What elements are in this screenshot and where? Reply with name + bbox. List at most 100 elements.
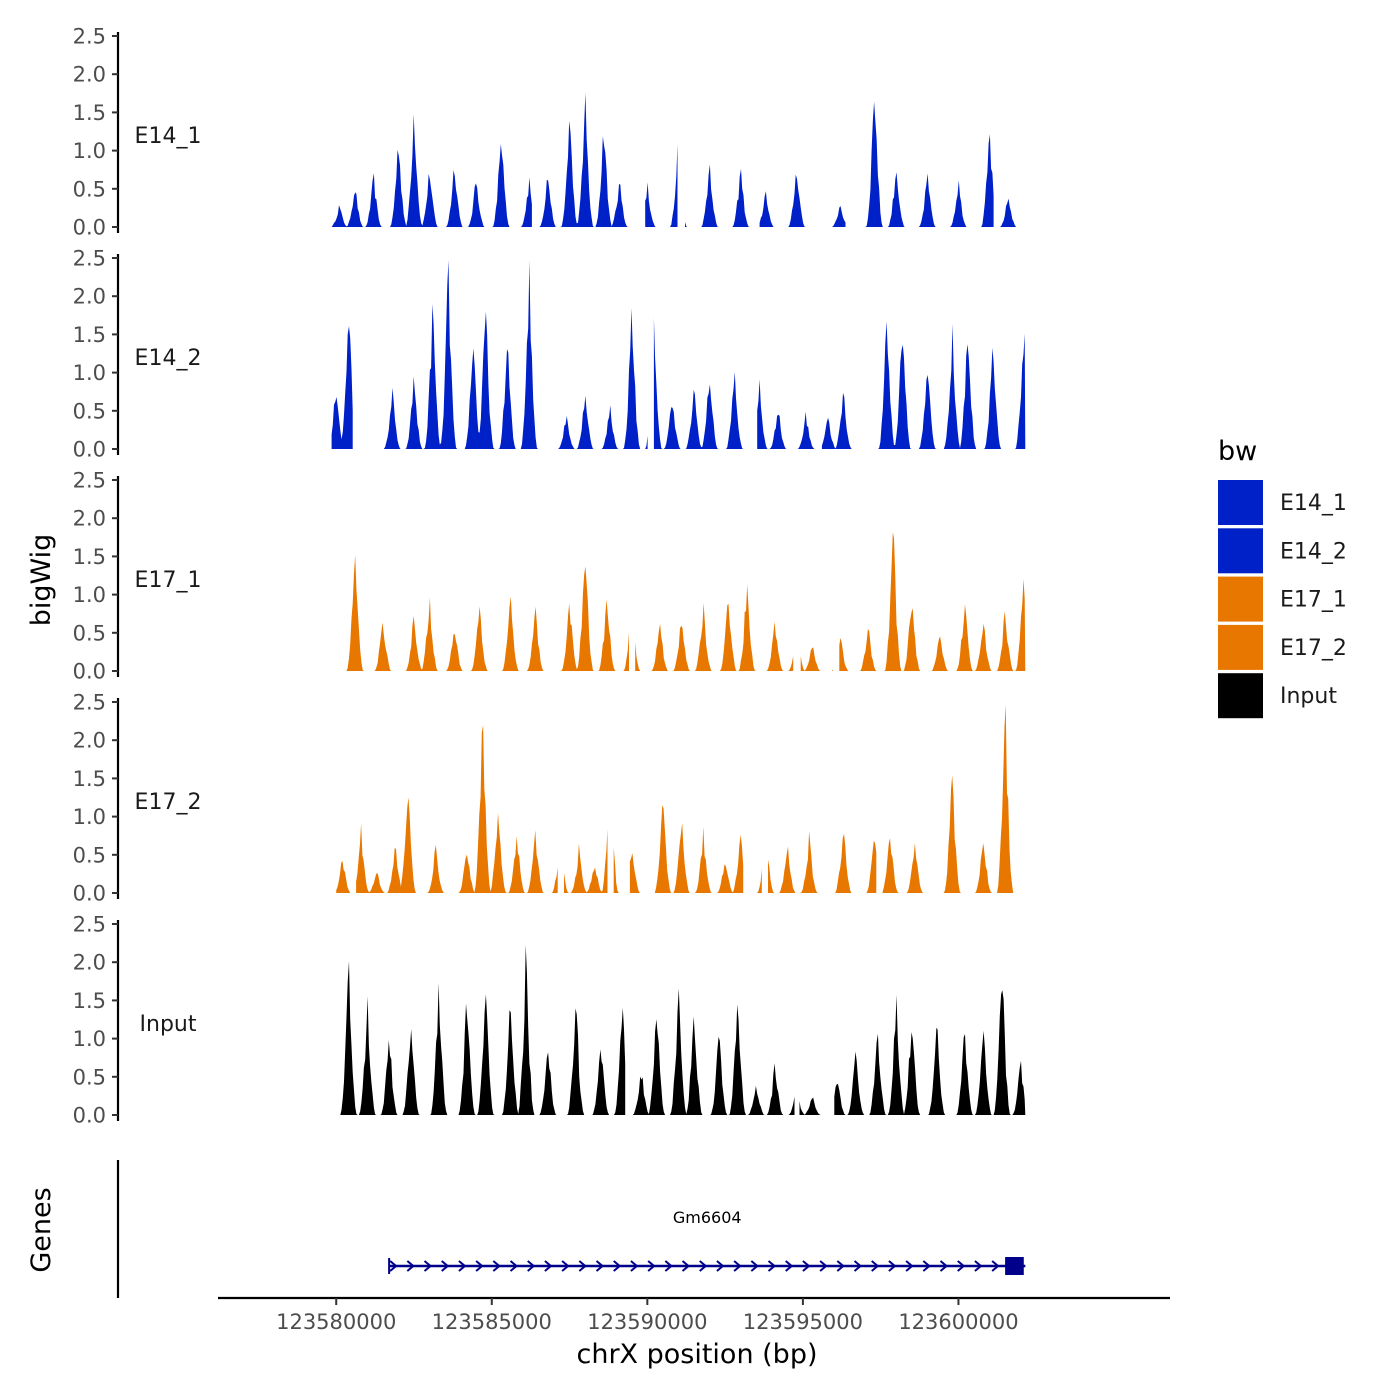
gene-strand-arrow: [664, 1260, 673, 1272]
legend-swatch: [1218, 576, 1263, 622]
track-label-e14-1: E14_1: [135, 124, 202, 149]
genes-panel: Gm6604: [116, 1160, 1026, 1298]
legend-swatch: [1218, 624, 1263, 670]
gene-strand-arrow: [819, 1260, 828, 1272]
gene-strand-arrow: [767, 1260, 777, 1272]
legend-item-e14-1: E14_1: [1218, 480, 1347, 525]
y-tick-label: 0.5: [73, 399, 106, 423]
track-e17-2: 0.0 0.5 1.0 1.5 2.0 2.5 E17_2: [73, 691, 1016, 906]
legend-label: E14_2: [1280, 539, 1347, 564]
legend-title: bw: [1218, 436, 1257, 467]
gene-strand-arrow: [836, 1260, 845, 1272]
y-tick-label: 1.5: [73, 989, 106, 1013]
gene-strand-arrow: [389, 1260, 398, 1272]
x-tick-label: 123600000: [898, 1310, 1018, 1334]
y-tick-label: 1.0: [73, 139, 106, 163]
track-e17-1: 0.0 0.5 1.0 1.5 2.0 2.5 E17_1: [73, 469, 1026, 684]
legend-item-e17-1: E17_1: [1218, 576, 1347, 622]
gene-strand-arrow: [785, 1260, 794, 1272]
track-label-e17-1: E17_1: [135, 568, 202, 593]
legend-label: E14_1: [1280, 491, 1347, 516]
y-tick-label: 1.0: [73, 805, 106, 829]
gene-strand-arrow: [750, 1260, 759, 1272]
x-axis: 123580000 123585000 123590000 123595000 1236…: [218, 1296, 1170, 1334]
legend-item-e14-2: E14_2: [1218, 528, 1347, 574]
track-label-input: Input: [140, 1012, 197, 1037]
y-tick-label: 0.5: [73, 1065, 106, 1089]
gene-strand-arrow: [647, 1260, 656, 1272]
coverage-area-e17-1: [331, 532, 1026, 671]
gene-strand-arrow: [716, 1260, 725, 1272]
gene-strand-arrow: [458, 1260, 467, 1272]
x-axis-title: chrX position (bp): [576, 1339, 817, 1370]
y-tick-label: 2.5: [73, 25, 106, 49]
y-tick-label: 1.0: [73, 583, 106, 607]
y-tick-label: 0.0: [73, 438, 106, 462]
gene-strand-arrow: [406, 1260, 415, 1272]
y-tick-label: 0.0: [73, 216, 106, 240]
gene-strand-arrow: [544, 1260, 553, 1272]
x-tick-label: 123585000: [432, 1310, 552, 1334]
gene-strand-arrow: [613, 1260, 622, 1272]
legend: bw E14_1 E14_2 E17_1 E17_2 Input: [1218, 436, 1347, 719]
legend-label: E17_2: [1280, 636, 1347, 661]
gene-strand-arrow: [492, 1260, 501, 1272]
gene-strand-arrow: [595, 1260, 605, 1272]
gene-exon: [1005, 1257, 1024, 1275]
genes-axis-title: Genes: [26, 1187, 57, 1272]
y-tick-label: 2.5: [73, 913, 106, 937]
x-tick-label: 123590000: [587, 1310, 707, 1334]
track-e14-1: 0.0 0.5 1.0 1.5 2.0 2.5 E14_1: [73, 25, 1017, 240]
gene-strand-arrow: [527, 1260, 536, 1272]
y-tick-label: 2.5: [73, 247, 106, 271]
y-tick-label: 0.0: [73, 882, 106, 906]
y-tick-label: 2.5: [73, 691, 106, 715]
gene-strand-arrow: [939, 1260, 949, 1272]
legend-label: Input: [1280, 684, 1337, 709]
y-tick-label: 0.0: [73, 1104, 106, 1128]
legend-item-input: Input: [1218, 673, 1337, 719]
y-tick-label: 2.0: [73, 285, 106, 309]
coverage-area-e14-1: [331, 92, 1017, 227]
gene-strand-arrow: [733, 1260, 742, 1272]
gene-strand-arrow: [561, 1260, 570, 1272]
y-axis-title: bigWig: [26, 534, 57, 627]
y-tick-label: 2.0: [73, 951, 106, 975]
gene-strand-arrow: [888, 1260, 897, 1272]
gene-strand-arrow: [957, 1260, 966, 1272]
track-input: 0.0 0.5 1.0 1.5 2.0 2.5 Input: [73, 913, 1026, 1128]
y-tick-label: 1.5: [73, 323, 106, 347]
y-tick-label: 0.5: [73, 177, 106, 201]
y-tick-label: 0.0: [73, 660, 106, 684]
y-tick-label: 1.0: [73, 1027, 106, 1051]
tracks-area: 0.0 0.5 1.0 1.5 2.0 2.5 E14_1 0.0 0.5 1.0 1.5 2.0 2.…: [73, 25, 1026, 1128]
y-tick-label: 2.5: [73, 469, 106, 493]
legend-label: E17_1: [1280, 588, 1347, 613]
gene-strand-arrow: [871, 1260, 880, 1272]
gene-strand-arrow: [699, 1260, 708, 1272]
track-label-e14-2: E14_2: [135, 346, 202, 371]
gene-label: Gm6604: [673, 1208, 742, 1227]
y-tick-label: 0.5: [73, 843, 106, 867]
legend-item-e17-2: E17_2: [1218, 624, 1347, 670]
y-tick-label: 1.5: [73, 767, 106, 791]
track-label-e17-2: E17_2: [135, 790, 202, 815]
x-tick-label: 123595000: [743, 1310, 863, 1334]
legend-swatch: [1218, 673, 1263, 719]
y-tick-label: 1.5: [73, 101, 106, 125]
gene-strand-arrow: [441, 1260, 450, 1272]
coverage-area-e14-2: [331, 260, 1026, 449]
gene-strand-arrow: [681, 1260, 691, 1272]
gene-strand-arrow: [922, 1260, 931, 1272]
coverage-area-e17-2: [336, 704, 1016, 893]
gene-strand-arrow: [423, 1260, 433, 1272]
y-tick-label: 2.0: [73, 729, 106, 753]
coverage-area-input: [331, 944, 1026, 1115]
y-tick-label: 0.5: [73, 621, 106, 645]
gene-strand-arrow: [853, 1260, 863, 1272]
gene-strand-arrow: [630, 1260, 639, 1272]
gene-strand-arrow: [802, 1260, 811, 1272]
legend-swatch: [1218, 528, 1263, 574]
gene-gm6604: Gm6604: [388, 1208, 1026, 1275]
